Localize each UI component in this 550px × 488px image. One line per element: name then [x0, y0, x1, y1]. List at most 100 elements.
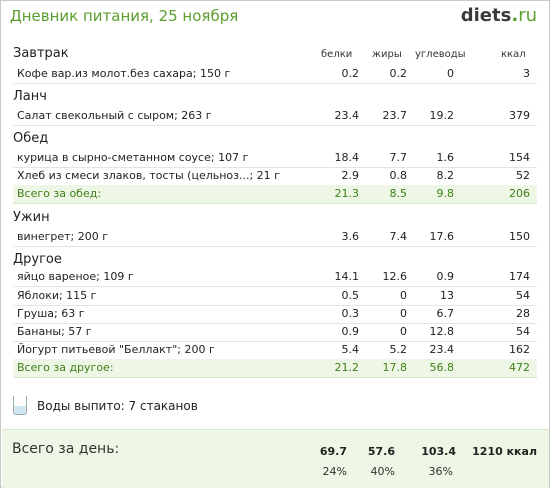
col-fat-header: жиры [372, 49, 402, 60]
fat-value: 0 [400, 325, 407, 338]
food-name[interactable]: Бананы; 57 г [17, 325, 92, 338]
carbs-total: 56.8 [429, 361, 455, 374]
day-total-label: Всего за день: [12, 441, 120, 457]
day-total-box: Всего за день: 69.7 57.6 103.4 1210 ккал… [2, 429, 549, 488]
meal-other: Другое [13, 252, 62, 267]
table-row: курица в сырно-сметанном соусе; 107 г 18… [13, 149, 537, 168]
protein-value: 14.1 [334, 270, 360, 283]
protein-total: 21.2 [334, 361, 360, 374]
carbs-value: 6.7 [436, 307, 455, 320]
fat-value: 0 [400, 289, 407, 302]
meal-lunch: Ланч [13, 89, 47, 104]
water-glass-icon [13, 396, 27, 415]
fat-value: 7.4 [389, 230, 408, 243]
meal-total-row: Всего за другое: 21.2 17.8 56.8 472 [13, 359, 537, 378]
day-fat-total: 57.6 [367, 445, 395, 458]
carbs-value: 23.4 [429, 343, 455, 356]
day-protein-total: 69.7 [319, 445, 347, 458]
kcal-value: 174 [509, 270, 530, 283]
table-row: Салат свекольный с сыром; 263 г 23.4 23.… [13, 107, 537, 126]
food-name[interactable]: курица в сырно-сметанном соусе; 107 г [17, 151, 249, 164]
carbs-value: 1.6 [436, 151, 455, 164]
kcal-value: 52 [516, 169, 530, 182]
food-name[interactable]: яйцо вареное; 109 г [17, 270, 134, 283]
col-protein-header: белки [321, 49, 353, 60]
day-carbs-total: 103.4 [421, 445, 456, 458]
protein-value: 0.3 [341, 307, 360, 320]
protein-value: 18.4 [334, 151, 360, 164]
protein-value: 0.9 [341, 325, 360, 338]
carbs-value: 17.6 [429, 230, 455, 243]
fat-value: 5.2 [389, 343, 408, 356]
food-name[interactable]: Груша; 63 г [17, 307, 85, 320]
table-row: Кофе вар.из молот.без сахара; 150 г 0.2 … [13, 65, 537, 84]
logo-dot: . [511, 5, 519, 26]
protein-value: 3.6 [341, 230, 360, 243]
food-name[interactable]: Кофе вар.из молот.без сахара; 150 г [17, 67, 231, 80]
day-kcal-total: 1210 ккал [472, 445, 537, 458]
water-intake: Воды выпито: 7 стаканов [13, 396, 213, 418]
table-row: винегрет; 200 г 3.6 7.4 17.6 150 [13, 228, 537, 247]
fat-value: 0.2 [389, 67, 408, 80]
carbs-value: 0.9 [436, 270, 455, 283]
food-name[interactable]: Яблоки; 115 г [17, 289, 97, 302]
food-name[interactable]: винегрет; 200 г [17, 230, 109, 243]
day-fat-percent: 40% [370, 465, 395, 478]
protein-value: 5.4 [341, 343, 360, 356]
fat-value: 0.8 [389, 169, 408, 182]
food-name[interactable]: Йогурт питьевой "Беллакт"; 200 г [17, 343, 215, 356]
table-row: Яблоки; 115 г 0.5 0 13 54 [13, 287, 537, 306]
water-text: Воды выпито: 7 стаканов [37, 399, 198, 413]
total-label: Всего за другое: [17, 361, 114, 374]
food-name[interactable]: Салат свекольный с сыром; 263 г [17, 109, 212, 122]
table-row: Груша; 63 г 0.3 0 6.7 28 [13, 305, 537, 324]
day-protein-percent: 24% [322, 465, 347, 478]
kcal-value: 28 [516, 307, 530, 320]
logo-tld: ru [518, 5, 537, 26]
kcal-total: 206 [509, 187, 530, 200]
meal-breakfast: Завтрак [13, 46, 69, 61]
protein-total: 21.3 [334, 187, 360, 200]
col-kcal-header: ккал [501, 49, 526, 60]
kcal-value: 162 [509, 343, 530, 356]
carbs-value: 12.8 [429, 325, 455, 338]
header: Дневник питания, 25 ноября diets.ru [1, 1, 549, 35]
carbs-value: 0 [447, 67, 454, 80]
table-row: яйцо вареное; 109 г 14.1 12.6 0.9 174 [13, 268, 537, 287]
fat-value: 23.7 [382, 109, 408, 122]
day-carbs-percent: 36% [428, 465, 453, 478]
kcal-value: 3 [523, 67, 530, 80]
page-title: Дневник питания, 25 ноября [10, 7, 239, 25]
fat-total: 8.5 [389, 187, 408, 200]
kcal-value: 379 [509, 109, 530, 122]
protein-value: 2.9 [341, 169, 360, 182]
carbs-value: 13 [440, 289, 454, 302]
table-row: Хлеб из смеси злаков, тосты (цельноз...;… [13, 167, 537, 186]
logo-main: diets [460, 5, 512, 26]
protein-value: 0.5 [341, 289, 360, 302]
kcal-value: 150 [509, 230, 530, 243]
meal-dinner: Обед [13, 131, 49, 146]
food-name[interactable]: Хлеб из смеси злаков, тосты (цельноз...;… [17, 169, 280, 182]
fat-total: 17.8 [382, 361, 408, 374]
meal-supper: Ужин [13, 210, 50, 225]
kcal-value: 54 [516, 325, 530, 338]
fat-value: 0 [400, 307, 407, 320]
site-logo[interactable]: diets.ru [461, 5, 537, 26]
kcal-value: 154 [509, 151, 530, 164]
kcal-total: 472 [509, 361, 530, 374]
protein-value: 0.2 [341, 67, 360, 80]
carbs-value: 8.2 [436, 169, 455, 182]
protein-value: 23.4 [334, 109, 360, 122]
kcal-value: 54 [516, 289, 530, 302]
total-label: Всего за обед: [17, 187, 102, 200]
table-row: Йогурт питьевой "Беллакт"; 200 г 5.4 5.2… [13, 341, 537, 360]
table-row: Бананы; 57 г 0.9 0 12.8 54 [13, 323, 537, 342]
fat-value: 12.6 [382, 270, 408, 283]
col-carbs-header: углеводы [415, 49, 466, 60]
meal-total-row: Всего за обед: 21.3 8.5 9.8 206 [13, 185, 537, 204]
carbs-total: 9.8 [436, 187, 455, 200]
carbs-value: 19.2 [429, 109, 455, 122]
fat-value: 7.7 [389, 151, 408, 164]
